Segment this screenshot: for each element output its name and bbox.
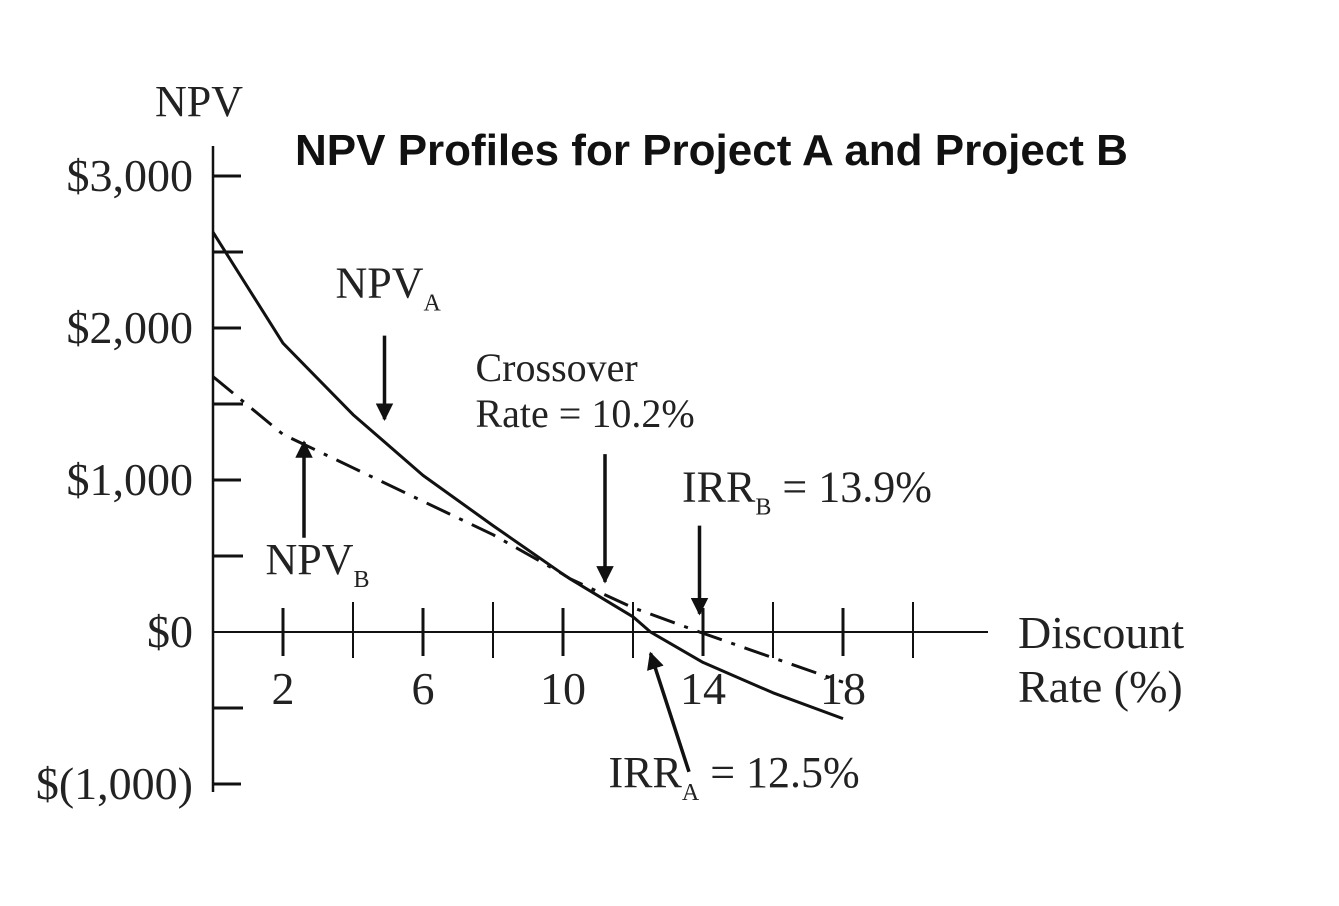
npv-b-label: NPVB — [266, 440, 370, 593]
x-tick-label: 14 — [680, 663, 726, 714]
series-line-b — [212, 375, 844, 684]
chart-title: NPV Profiles for Project A and Project B — [295, 126, 1128, 175]
x-tick-label: 6 — [412, 663, 435, 714]
irr-a-label: IRRA = 12.5% — [609, 651, 860, 806]
irr-a-label-text: IRRA = 12.5% — [609, 748, 860, 806]
y-tick-label: $1,000 — [67, 454, 194, 505]
irr-b-label: IRRB = 13.9% — [682, 462, 932, 616]
x-tick-label: 2 — [272, 663, 295, 714]
axes-group: $3,000 $2,000 $1,000 $0 $(1,000) 2 6 10 14 18 Disc… — [36, 146, 1184, 809]
crossover-label-line: Crossover — [476, 345, 638, 390]
x-tick-label: 10 — [540, 663, 586, 714]
crossover-label-line: Rate = 10.2% — [476, 391, 695, 436]
npv-b-label-text: NPVB — [266, 535, 370, 593]
x-tick-label: 18 — [820, 663, 866, 714]
y-tick-label: $(1,000) — [36, 758, 193, 809]
y-tick-label: $0 — [147, 606, 193, 657]
y-axis-label: NPV — [155, 77, 243, 126]
x-axis-label-line: Discount — [1018, 607, 1184, 658]
x-axis-label-line: Rate (%) — [1018, 661, 1183, 712]
npv-a-label: NPVA — [336, 259, 442, 421]
npv-a-label-text: NPVA — [336, 259, 442, 317]
irr-a-label-arrow — [647, 651, 691, 773]
y-tick-label: $3,000 — [67, 150, 194, 201]
y-tick-label: $2,000 — [67, 302, 194, 353]
irr-b-label-text: IRRB = 13.9% — [682, 462, 932, 520]
series-group — [211, 231, 844, 721]
